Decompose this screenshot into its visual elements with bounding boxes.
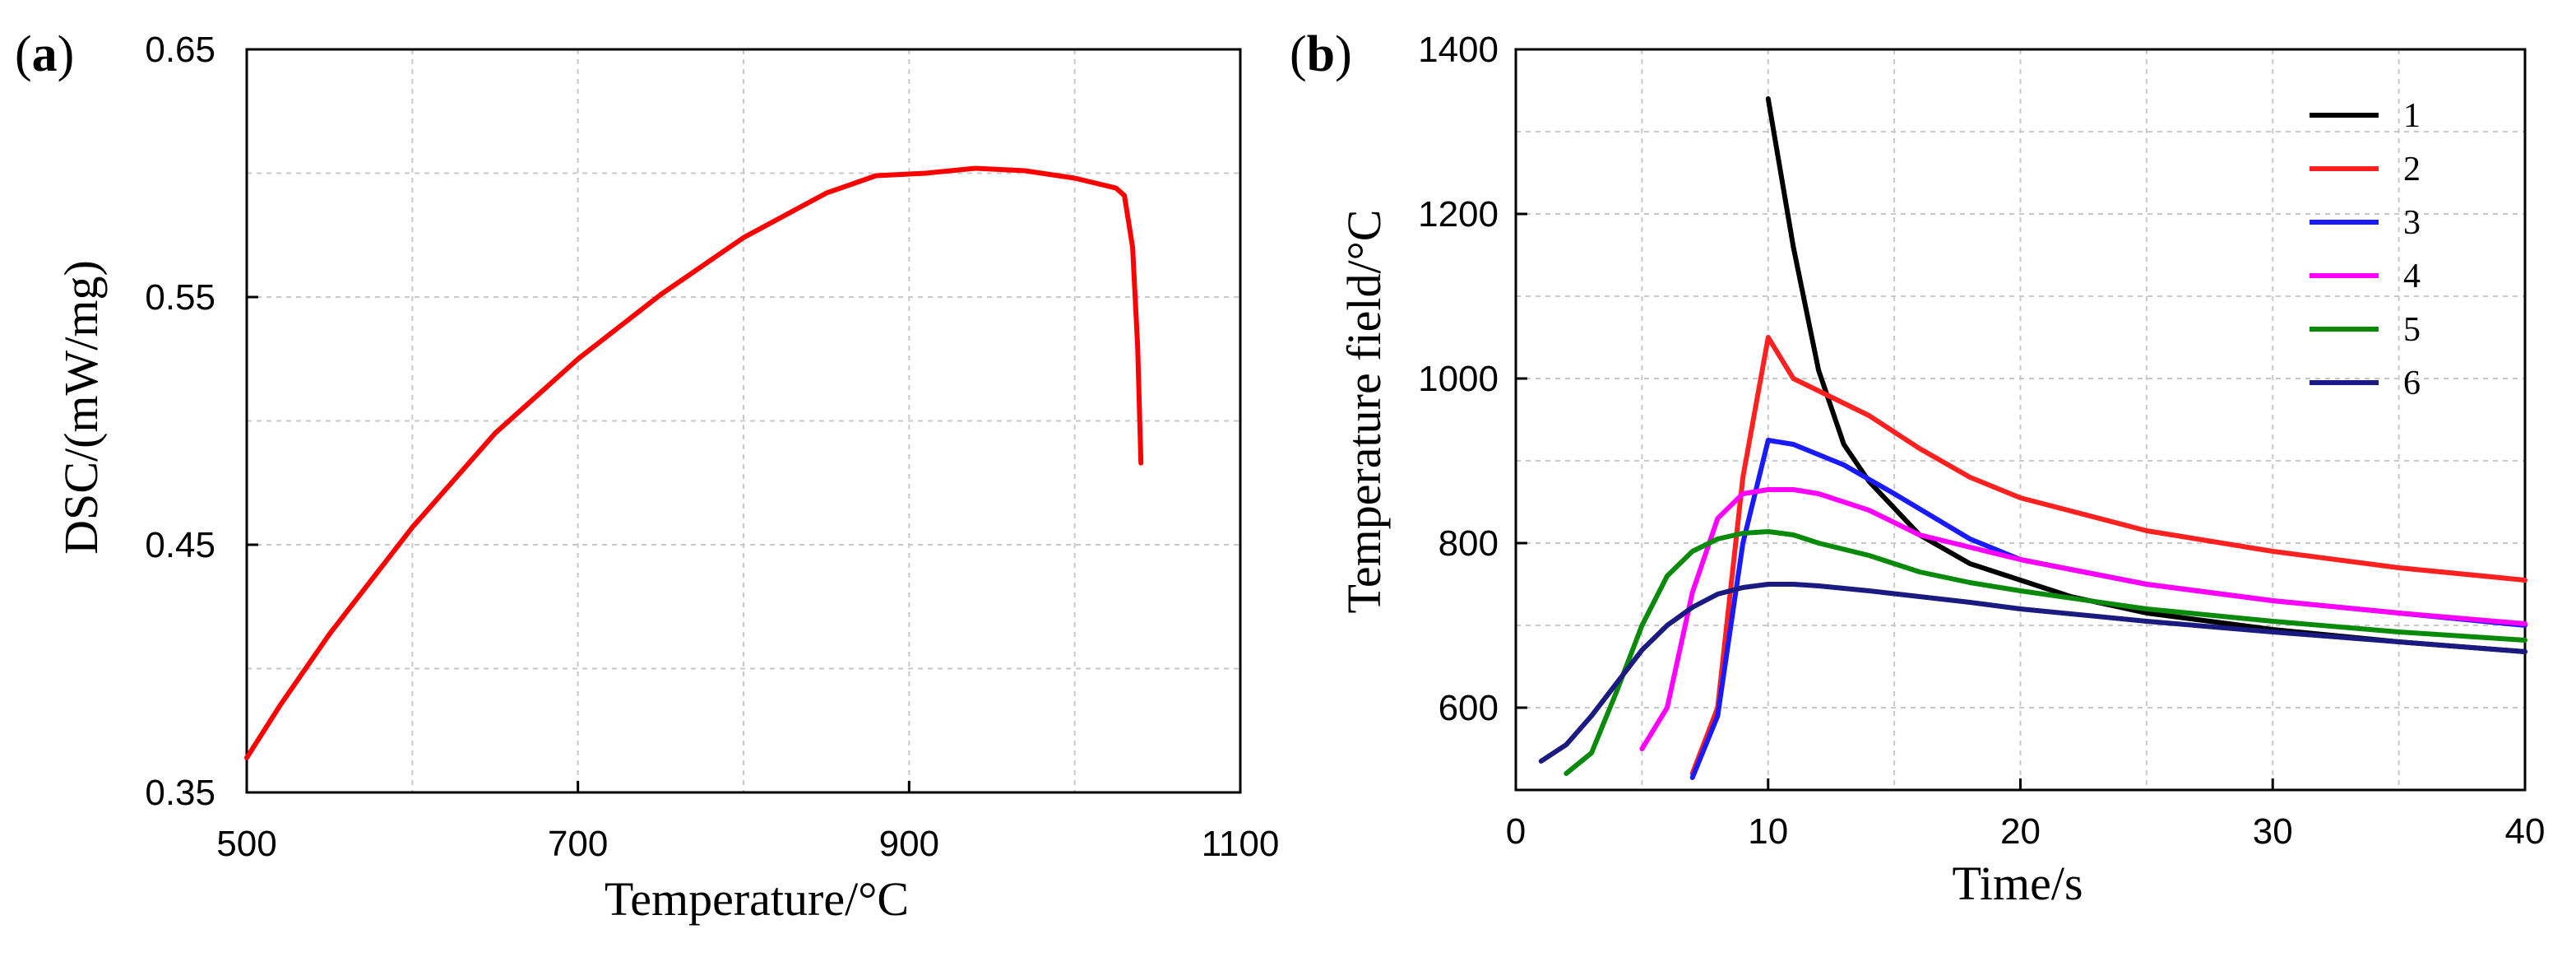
panel-b-series-line-4 (1639, 487, 2527, 751)
panel-a-x-tick-label: 1100 (1202, 824, 1280, 864)
panel-b-y-axis-label: Temperature field/°C (1337, 210, 1391, 614)
panel-a-plot-frame (245, 48, 1242, 794)
panel-b-y-tick-label: 600 (1439, 688, 1499, 728)
panel-b-legend-label-3: 3 (2403, 204, 2421, 242)
panel-b-y-tick-label: 1000 (1418, 359, 1499, 399)
panel-b-series-line-6 (1538, 582, 2527, 764)
panel-b-y-tick-label: 1200 (1418, 194, 1499, 235)
panel-a-series-line-DSC (244, 165, 1144, 760)
panel-b-x-tick-label: 30 (2253, 811, 2293, 852)
panel-b-x-tick-label: 0 (1506, 811, 1526, 852)
panel-a-label: (a) (15, 26, 74, 82)
panel-a-x-tick-label: 900 (879, 824, 939, 864)
panel-a-y-tick-label: 0.65 (145, 30, 215, 70)
panel-a-y-tick-label: 0.45 (145, 525, 215, 565)
panel-b: (b) Time/s Temperature field/°C 0 10 20 30 4… (1290, 26, 2545, 910)
panel-b-x-tick-label: 20 (2000, 811, 2041, 852)
panel-b-series-line-5 (1564, 529, 2527, 776)
panel-b-legend-label-2: 2 (2403, 151, 2421, 188)
panel-a-x-tick-label: 500 (216, 824, 276, 864)
panel-a-y-tick-label: 0.35 (145, 773, 215, 813)
panel-b-y-tick-label: 1400 (1418, 30, 1499, 70)
panel-a: (a) Temperature/°C DSC/(mW/mg) 500 700 900… (15, 26, 1279, 926)
panel-b-x-tick-label: 40 (2505, 811, 2546, 852)
panel-a-y-tick-label: 0.55 (145, 277, 215, 318)
panel-b-y-tick-label: 800 (1439, 523, 1499, 564)
panel-b-x-tick-label: 10 (1748, 811, 1788, 852)
panel-b-x-axis-label: Time/s (1952, 857, 2083, 910)
panel-b-series-line-3 (1689, 438, 2527, 780)
panel-a-y-axis-label: DSC/(mW/mg) (54, 260, 108, 555)
panel-b-legend-label-6: 6 (2403, 365, 2421, 402)
panel-b-legend-label-5: 5 (2403, 311, 2421, 349)
panel-b-legend-label-1: 1 (2403, 97, 2421, 135)
panel-b-legend-label-4: 4 (2403, 258, 2421, 295)
panel-b-series-line-2 (1689, 335, 2527, 776)
panel-a-x-tick-label: 700 (548, 824, 608, 864)
panel-b-label: (b) (1290, 26, 1352, 82)
panel-a-x-axis-label: Temperature/°C (605, 872, 909, 926)
